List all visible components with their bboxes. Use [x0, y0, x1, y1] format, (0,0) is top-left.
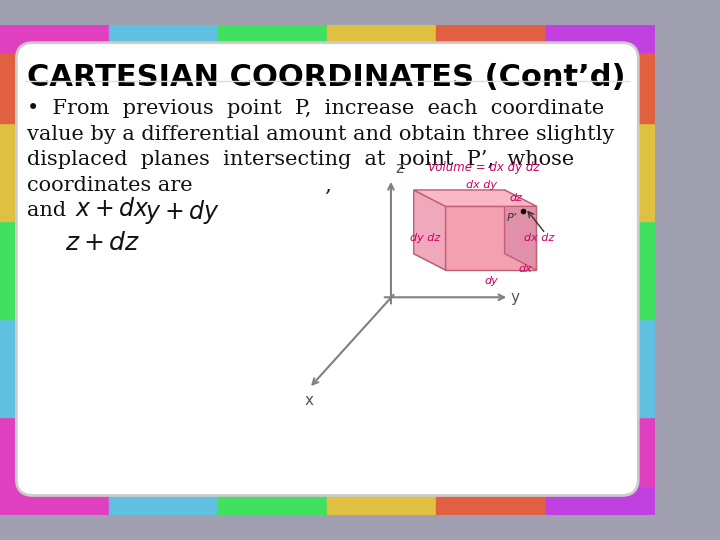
Text: dx: dx	[518, 264, 532, 274]
Text: dy: dy	[484, 276, 498, 286]
Bar	[627, 24, 654, 123]
Polygon shape	[505, 190, 536, 270]
Bar	[328, 24, 436, 52]
Bar	[0, 319, 27, 417]
Text: dz: dz	[509, 193, 522, 203]
Text: $x+dx$: $x+dx$	[75, 198, 149, 221]
Bar	[627, 417, 654, 516]
Bar	[0, 123, 27, 221]
Text: coordinates are                    ,: coordinates are ,	[27, 176, 332, 194]
Polygon shape	[414, 190, 536, 206]
Bar	[109, 488, 218, 516]
Bar	[109, 24, 218, 52]
Bar	[328, 488, 436, 516]
FancyBboxPatch shape	[17, 43, 638, 496]
Bar	[218, 488, 328, 516]
Text: and: and	[27, 201, 66, 220]
Text: $y+dy$: $y+dy$	[145, 198, 220, 226]
Text: Volume = dx dy dz: Volume = dx dy dz	[428, 160, 540, 174]
Bar	[0, 24, 27, 123]
Text: z: z	[395, 161, 403, 177]
Text: $z+dz$: $z+dz$	[66, 232, 141, 255]
Text: P’: P’	[507, 213, 517, 222]
Bar	[546, 24, 654, 52]
Text: y: y	[511, 290, 520, 305]
Polygon shape	[414, 254, 536, 270]
Text: CARTESIAN COORDINATES (Cont’d): CARTESIAN COORDINATES (Cont’d)	[27, 63, 626, 92]
Polygon shape	[414, 190, 446, 270]
Bar	[627, 221, 654, 319]
Bar	[0, 221, 27, 319]
Bar	[546, 488, 654, 516]
Bar	[627, 123, 654, 221]
Bar	[436, 24, 546, 52]
Bar	[436, 488, 546, 516]
Text: •  From  previous  point  P,  increase  each  coordinate: • From previous point P, increase each c…	[27, 99, 605, 118]
Bar	[627, 319, 654, 417]
Bar	[218, 24, 328, 52]
Bar	[0, 417, 27, 516]
Text: dx dz: dx dz	[523, 233, 554, 243]
Text: dx dy: dx dy	[467, 179, 498, 190]
Polygon shape	[414, 190, 505, 254]
Text: value by a differential amount and obtain three slightly: value by a differential amount and obtai…	[27, 125, 615, 144]
Text: displaced  planes  intersecting  at  point  P’,  whose: displaced planes intersecting at point P…	[27, 150, 575, 169]
Text: dy dz: dy dz	[410, 233, 440, 243]
Polygon shape	[446, 206, 536, 270]
Bar	[0, 488, 109, 516]
Bar	[0, 24, 109, 52]
Text: x: x	[305, 393, 314, 408]
